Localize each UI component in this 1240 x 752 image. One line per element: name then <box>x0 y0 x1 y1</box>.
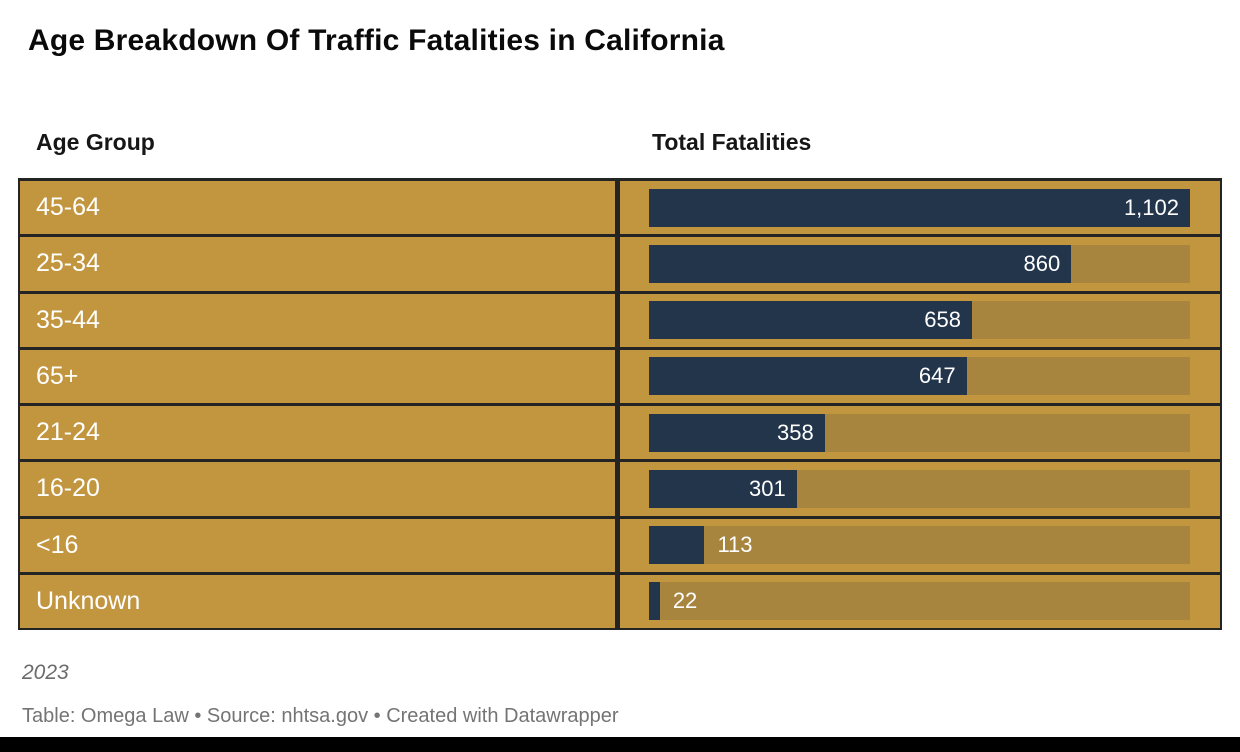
age-group-label: 16-20 <box>20 462 620 516</box>
fatalities-bar: 658 <box>649 301 973 340</box>
bar-track: 22 <box>649 582 1190 621</box>
bar-track: 358 <box>649 413 1190 452</box>
age-group-label: 65+ <box>20 349 620 403</box>
table-row: 25-34 860 <box>20 237 1220 294</box>
age-group-label: 21-24 <box>20 406 620 460</box>
bar-value-label: 860 <box>1023 250 1061 276</box>
table-row: Unknown 22 <box>20 574 1220 628</box>
age-group-label: <16 <box>20 518 620 572</box>
age-group-label: 35-44 <box>20 293 620 347</box>
bar-track: 658 <box>649 301 1190 340</box>
fatalities-bar-cell: 358 <box>620 406 1220 459</box>
fatalities-bar: 647 <box>649 357 967 396</box>
bar-value-label: 113 <box>717 532 753 558</box>
fatalities-bar <box>649 526 705 565</box>
bar-track: 301 <box>649 469 1190 508</box>
fatalities-bar: 1,102 <box>649 188 1190 227</box>
age-group-label: Unknown <box>20 574 620 628</box>
fatalities-bar-cell: 1,102 <box>620 181 1220 234</box>
table-row: <16 113 <box>20 518 1220 575</box>
table-row: 16-20 301 <box>20 462 1220 519</box>
fatalities-bar: 358 <box>649 413 825 452</box>
bar-value-label: 301 <box>749 475 786 501</box>
fatalities-bar <box>649 582 660 621</box>
column-header-total-fatalities: Total Fatalities <box>652 129 812 155</box>
fatalities-bar: 860 <box>649 244 1072 283</box>
fatalities-bar-cell: 647 <box>620 350 1220 403</box>
bottom-black-bar <box>0 737 1240 752</box>
table-row: 21-24 358 <box>20 406 1220 463</box>
bar-value-label: 647 <box>918 363 956 389</box>
age-group-label: 45-64 <box>20 181 620 235</box>
chart-title: Age Breakdown Of Traffic Fatalities in C… <box>28 24 725 57</box>
table-row: 35-44 658 <box>20 293 1220 350</box>
bar-value-label: 658 <box>924 307 962 333</box>
year-note: 2023 <box>22 661 69 684</box>
bar-track: 1,102 <box>649 188 1190 227</box>
fatalities-bar-cell: 113 <box>620 519 1220 572</box>
bar-track: 647 <box>649 357 1190 396</box>
fatalities-bar: 301 <box>649 469 797 508</box>
fatalities-bar-cell: 658 <box>620 294 1220 347</box>
fatalities-table: 45-64 1,102 25-34 860 35-44 658 65+ 647 21-24 358… <box>18 178 1222 630</box>
bar-track: 113 <box>649 526 1190 565</box>
age-group-label: 25-34 <box>20 237 620 291</box>
table-row: 45-64 1,102 <box>20 181 1220 238</box>
column-header-age-group: Age Group <box>36 129 155 155</box>
fatalities-bar-cell: 301 <box>620 462 1220 515</box>
table-row: 65+ 647 <box>20 349 1220 406</box>
bar-track: 860 <box>649 244 1190 283</box>
fatalities-bar-cell: 22 <box>620 575 1220 628</box>
credit-line: Table: Omega Law • Source: nhtsa.gov • C… <box>22 705 619 727</box>
fatalities-bar-cell: 860 <box>620 237 1220 290</box>
bar-value-label: 358 <box>777 419 814 445</box>
bar-value-label: 22 <box>672 588 698 614</box>
bar-value-label: 1,102 <box>1123 194 1179 220</box>
